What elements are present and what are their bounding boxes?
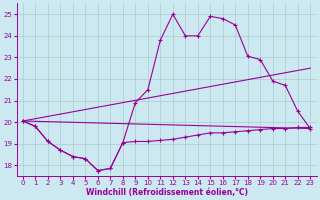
X-axis label: Windchill (Refroidissement éolien,°C): Windchill (Refroidissement éolien,°C) [85,188,248,197]
